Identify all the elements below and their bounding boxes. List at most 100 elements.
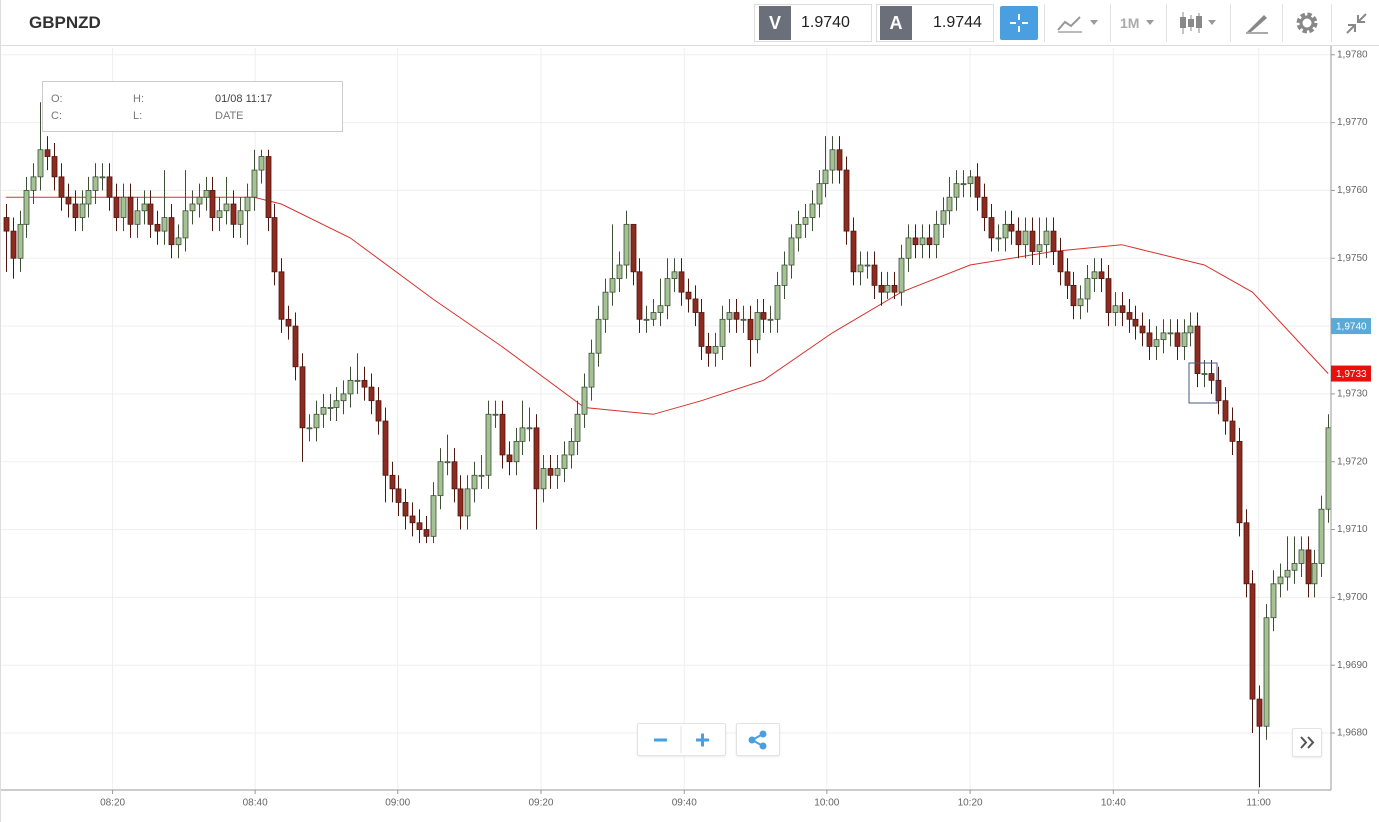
bid-price: 1.9740 <box>801 14 850 31</box>
candle-body <box>127 196 134 225</box>
y-tick-label: 1,9780 <box>1337 49 1368 60</box>
candle-body <box>623 223 630 266</box>
candle-body <box>189 203 196 212</box>
candle-body <box>492 413 499 416</box>
candle-body <box>457 488 464 517</box>
candle-body <box>953 183 960 198</box>
interval-dropdown[interactable] <box>1144 12 1158 34</box>
candle-body <box>829 149 836 171</box>
candle-body <box>1008 223 1015 232</box>
crosshair-button[interactable] <box>1000 6 1038 40</box>
candle-body <box>767 318 774 321</box>
candle-body <box>568 440 575 456</box>
candle-body <box>526 427 533 430</box>
x-tick-label: 10:20 <box>958 798 983 809</box>
candle-body <box>1160 332 1167 341</box>
candle-body <box>1325 427 1332 510</box>
candles <box>3 102 1332 788</box>
candle-body <box>1098 271 1105 280</box>
candle-body <box>905 237 912 259</box>
candle-body <box>698 312 705 347</box>
candle-body <box>1050 230 1057 252</box>
open-label: O: <box>51 93 63 105</box>
candle-body <box>1298 549 1305 564</box>
close-label: C: <box>51 110 62 122</box>
symbol: GBPNZD <box>29 13 101 32</box>
candle-body <box>299 366 306 429</box>
candle-body <box>368 386 375 402</box>
candle-body <box>327 407 334 409</box>
candle-body <box>389 474 396 490</box>
gear-ring <box>1299 15 1315 31</box>
bid-key: V <box>759 6 791 40</box>
x-tick-label: 08:20 <box>100 798 125 809</box>
draw-button[interactable] <box>1244 11 1270 35</box>
dropdown-arrow <box>1208 20 1216 25</box>
candle-body <box>685 291 692 300</box>
candle-body <box>781 264 788 286</box>
candle-body <box>1194 325 1201 374</box>
zoom-in-button[interactable] <box>696 733 709 747</box>
candle-body <box>203 190 210 198</box>
candle-body <box>1270 583 1277 619</box>
candle-body <box>926 237 933 246</box>
candle-body <box>671 271 678 280</box>
share-node <box>759 742 767 750</box>
ask-button[interactable]: A 1.9744 <box>876 4 994 42</box>
dropdown-arrow <box>1146 20 1154 25</box>
axes: 1,9680 1,9690 1,9700 1,9710 1,9720 1,9730 1,97… <box>100 49 1371 809</box>
interval-button[interactable]: 1M <box>1120 15 1140 31</box>
candle-body <box>657 305 664 313</box>
y-tick-label: 1,9730 <box>1337 389 1368 400</box>
candle-body <box>416 522 423 530</box>
candle-body <box>51 156 58 178</box>
price-tag-label: 1,9733 <box>1336 369 1367 380</box>
candle-body <box>747 318 754 341</box>
y-tick-label: 1,9700 <box>1337 592 1368 603</box>
candle-type-button[interactable] <box>1178 10 1224 36</box>
candle-body <box>430 495 437 537</box>
candle-body <box>1084 278 1091 300</box>
candle-body <box>306 427 313 430</box>
candle-body <box>1215 379 1222 402</box>
candle-body <box>719 318 726 347</box>
y-tick-label: 1,9720 <box>1337 456 1368 467</box>
chart-type-button[interactable] <box>1056 12 1106 34</box>
candle-body <box>196 196 203 205</box>
candle-body <box>478 474 485 477</box>
separator <box>1331 4 1332 42</box>
candle-body <box>884 284 891 293</box>
candle-body <box>588 352 595 388</box>
candle-body <box>1146 332 1153 347</box>
candle-body <box>23 190 30 225</box>
candle-body <box>1201 373 1208 375</box>
collapse-button[interactable] <box>1344 11 1370 37</box>
moving-average <box>5 196 1329 415</box>
candle-body <box>1249 583 1256 700</box>
candle-body <box>678 271 685 293</box>
candle-body <box>437 461 444 497</box>
candle-body <box>726 312 733 320</box>
candle-body <box>864 264 871 267</box>
separator <box>1282 4 1283 42</box>
candle-body <box>1174 332 1181 347</box>
candle-body <box>1311 563 1318 585</box>
grid <box>1 48 1331 790</box>
candle-body <box>1070 284 1077 307</box>
candle-body <box>58 176 65 198</box>
candle-body <box>395 488 402 503</box>
candle-body <box>340 393 347 402</box>
candle-body <box>333 400 340 408</box>
selection-box <box>1188 362 1218 404</box>
bid-button[interactable]: V 1.9740 <box>754 4 872 42</box>
candle-body <box>609 278 616 293</box>
settings-button[interactable] <box>1294 11 1320 37</box>
scroll-right-button[interactable] <box>1292 728 1322 757</box>
candle-body <box>595 318 602 354</box>
candle-body <box>271 217 278 273</box>
high-label: H: <box>133 93 144 105</box>
share-button[interactable] <box>736 723 780 756</box>
y-tick-label: 1,9680 <box>1337 728 1368 739</box>
candle-body <box>506 454 513 463</box>
candle-body <box>1187 325 1194 334</box>
